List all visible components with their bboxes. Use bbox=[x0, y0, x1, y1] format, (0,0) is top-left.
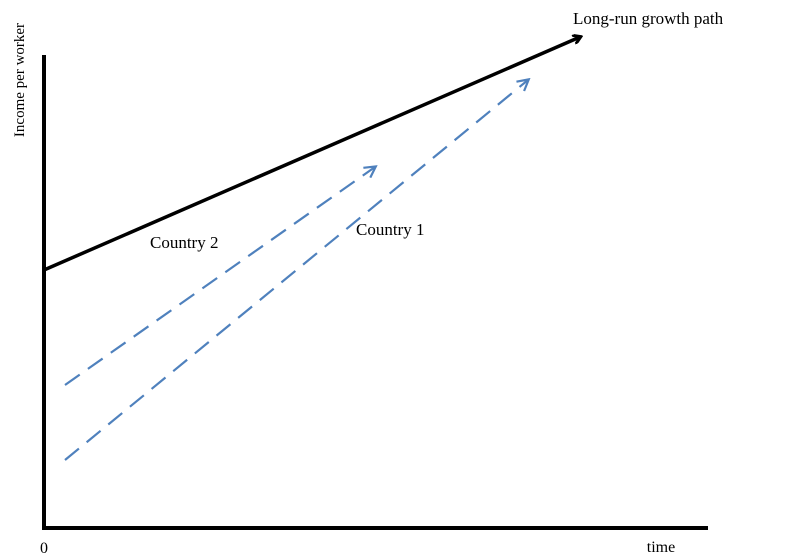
country-1-path bbox=[64, 80, 528, 461]
y-axis-label: Income per worker bbox=[12, 23, 28, 137]
country-2-label: Country 2 bbox=[150, 233, 218, 252]
growth-path-label: Long-run growth path bbox=[573, 9, 724, 28]
country-1-label: Country 1 bbox=[356, 220, 424, 239]
country-2-path bbox=[64, 167, 375, 386]
origin-label: 0 bbox=[40, 540, 48, 557]
growth-path bbox=[43, 37, 580, 272]
x-axis-label: time bbox=[647, 539, 675, 556]
